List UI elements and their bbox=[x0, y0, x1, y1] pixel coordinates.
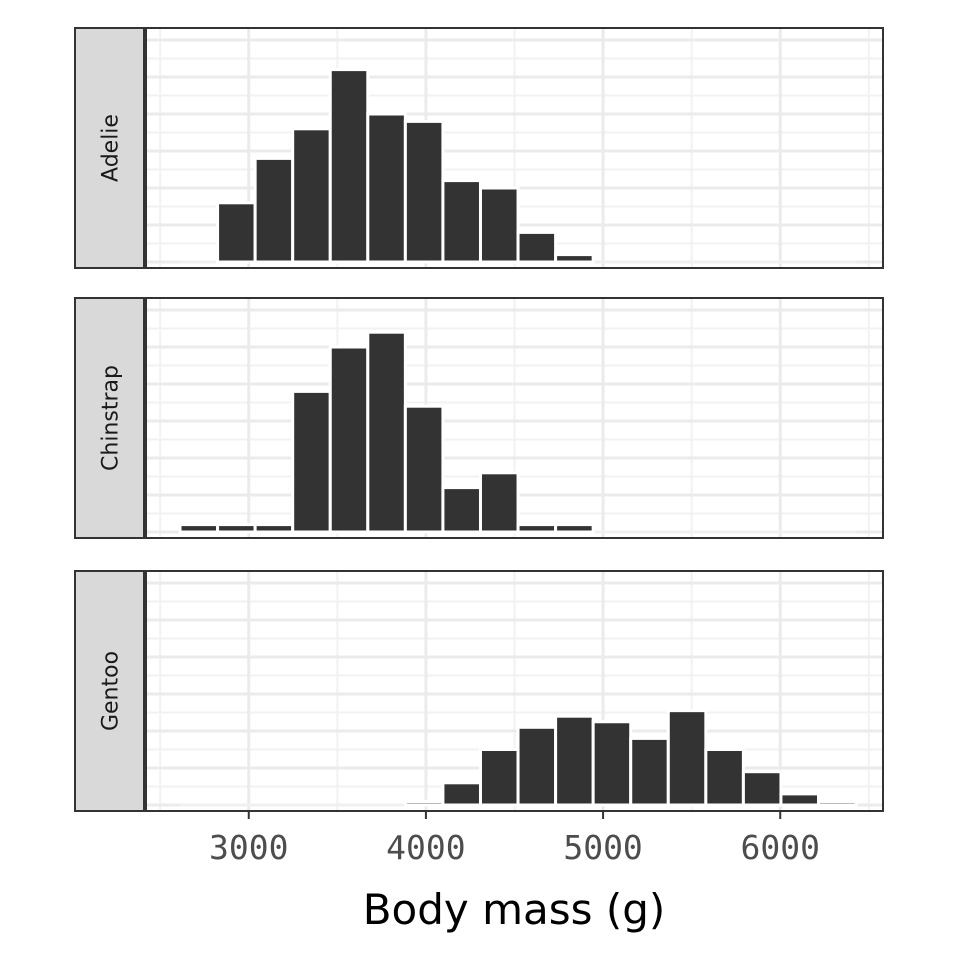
histogram-bar bbox=[666, 709, 708, 807]
facet-label: Adelie bbox=[99, 114, 124, 182]
panels-layer: Adelie Chinstrap Gentoo bbox=[74, 27, 884, 812]
histogram-bar bbox=[441, 179, 482, 264]
facet-label: Gentoo bbox=[99, 651, 124, 731]
histogram-bar bbox=[554, 523, 595, 534]
x-tick-label: 3000 bbox=[209, 828, 288, 867]
x-tick-label: 6000 bbox=[741, 828, 820, 867]
panel-chinstrap: Chinstrap bbox=[74, 297, 884, 539]
histogram-bar bbox=[403, 119, 445, 264]
histogram-bar bbox=[441, 486, 482, 534]
panel-border bbox=[145, 27, 884, 269]
histogram-bar bbox=[328, 68, 370, 264]
x-tick-label: 4000 bbox=[386, 828, 465, 867]
x-tick-label: 5000 bbox=[563, 828, 642, 867]
histogram-bar bbox=[366, 112, 407, 264]
histogram-bar bbox=[403, 800, 445, 807]
x-axis-title: Body mass (g) bbox=[363, 885, 666, 934]
histogram-bar bbox=[403, 404, 445, 534]
panel-border bbox=[145, 297, 884, 539]
histogram-bar bbox=[478, 471, 520, 534]
histogram-bar bbox=[779, 792, 821, 807]
histogram-bar bbox=[291, 389, 332, 534]
histogram-bar bbox=[478, 186, 520, 264]
panel-gentoo: Gentoo bbox=[74, 570, 884, 812]
histogram-bar bbox=[704, 748, 745, 807]
histogram-bar bbox=[554, 714, 595, 807]
histogram-bar bbox=[817, 800, 858, 807]
histogram-bar bbox=[441, 781, 482, 807]
histogram-bar bbox=[591, 720, 633, 807]
histogram-bar bbox=[253, 523, 295, 534]
facet-strip bbox=[74, 297, 145, 539]
histogram-bar bbox=[178, 523, 220, 534]
facet-strip bbox=[74, 570, 145, 812]
histogram-bar bbox=[516, 523, 558, 534]
histogram-bar bbox=[328, 345, 370, 534]
histogram-bar bbox=[554, 253, 595, 264]
x-axis: 3000 4000 5000 6000 bbox=[209, 811, 820, 867]
histogram-bar bbox=[741, 770, 783, 807]
histogram-bar bbox=[516, 725, 558, 807]
histogram-bar bbox=[291, 127, 332, 264]
histogram-bar bbox=[516, 230, 558, 264]
histogram-bar bbox=[478, 748, 520, 807]
histogram-bar bbox=[366, 330, 407, 534]
facet-label: Chinstrap bbox=[99, 365, 124, 471]
histogram-bar bbox=[629, 736, 670, 807]
panel-adelie: Adelie bbox=[74, 27, 884, 269]
histogram-bar bbox=[253, 156, 295, 264]
histogram-bar bbox=[216, 201, 257, 264]
histogram-bar bbox=[216, 523, 257, 534]
panel-border bbox=[145, 570, 884, 812]
facet-strip bbox=[74, 27, 145, 269]
